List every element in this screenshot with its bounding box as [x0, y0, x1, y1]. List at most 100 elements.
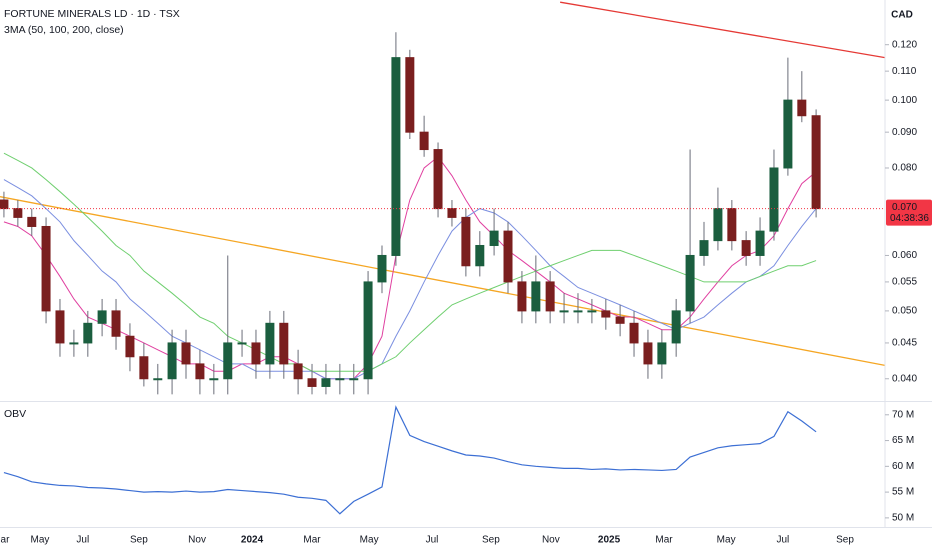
candle-body: [0, 199, 9, 210]
candle-body: [391, 57, 401, 256]
y-tick-label: 0.050: [892, 306, 917, 317]
y-tick-label: 70 M: [892, 409, 914, 420]
candle-body: [475, 244, 485, 267]
candle-body: [209, 378, 219, 381]
candle-body: [265, 322, 275, 365]
candle-body: [727, 208, 737, 242]
x-tick-label: May: [360, 535, 379, 546]
x-tick-label: Jul: [776, 535, 789, 546]
candle-body: [447, 208, 457, 218]
price-pane: [0, 1, 885, 395]
indicator-label: 3MA (50, 100, 200, close): [4, 24, 124, 36]
candle-body: [461, 216, 471, 267]
y-tick-label: 0.100: [892, 95, 917, 106]
obv-line: [3, 405, 817, 515]
candle-body: [741, 240, 751, 256]
candle-body: [55, 310, 65, 344]
x-tick-label: 2024: [241, 535, 264, 546]
moving-average: [3, 152, 817, 372]
y-tick-label: 0.055: [892, 277, 917, 288]
candle-body: [531, 281, 541, 312]
x-tick-label: 2025: [598, 535, 621, 546]
y-tick-label: 0.110: [892, 66, 917, 77]
candle-body: [97, 310, 107, 324]
x-tick-label: Sep: [130, 535, 148, 546]
candle-body: [181, 342, 191, 365]
x-tick-label: Mar: [655, 535, 673, 546]
candle-body: [587, 310, 597, 313]
candle-body: [503, 230, 513, 283]
candle-body: [489, 230, 499, 246]
candle-body: [797, 99, 807, 117]
x-tick-label: Jul: [426, 535, 439, 546]
y-tick-label: 65 M: [892, 435, 914, 446]
candle-body: [545, 281, 555, 312]
obv-title: OBV: [4, 408, 26, 420]
x-tick-label: Sep: [836, 535, 854, 546]
x-tick-label: May: [31, 535, 50, 546]
candle-body: [363, 281, 373, 380]
x-tick-label: ar: [1, 535, 11, 546]
last-price-tag: [886, 199, 932, 226]
axes: [0, 0, 932, 528]
candle-body: [321, 378, 331, 387]
candle-body: [293, 363, 303, 380]
candle-body: [167, 342, 177, 380]
x-tick-label: Nov: [542, 535, 560, 546]
candle-body: [601, 310, 611, 318]
candle-body: [83, 322, 93, 344]
countdown: 04:38:36: [890, 213, 929, 224]
moving-average: [3, 179, 817, 380]
candle-body: [195, 363, 205, 380]
candle-body: [13, 208, 23, 218]
y-tick-label: 0.080: [892, 163, 917, 174]
candle-body: [377, 254, 387, 283]
candle-body: [811, 115, 821, 210]
candle-body: [517, 281, 527, 312]
candle-body: [349, 378, 359, 381]
candle-body: [433, 149, 443, 210]
candle-body: [657, 342, 667, 365]
candle-body: [27, 216, 37, 227]
candle-body: [573, 310, 583, 313]
candle-body: [125, 335, 135, 358]
chart-title: FORTUNE MINERALS LD · 1D · TSX: [4, 8, 180, 20]
x-tick-label: Nov: [188, 535, 206, 546]
candle-body: [139, 356, 149, 380]
candle-body: [755, 230, 765, 256]
candle-body: [335, 378, 345, 381]
y-tick-label: 0.120: [892, 39, 917, 50]
candle-body: [685, 254, 695, 312]
candle-body: [279, 322, 289, 365]
candle-body: [629, 322, 639, 344]
candle-body: [405, 57, 415, 133]
y-tick-label: 50 M: [892, 513, 914, 524]
candle-body: [111, 310, 121, 337]
y-tick-label: 0.090: [892, 127, 917, 138]
x-tick-label: Sep: [482, 535, 500, 546]
y-tick-label: 0.040: [892, 373, 917, 384]
y-tick-label: 0.060: [892, 250, 917, 261]
candle-body: [713, 208, 723, 242]
y-tick-label: 0.045: [892, 338, 917, 349]
currency: CAD: [891, 10, 913, 21]
y-tick-label: 55 M: [892, 487, 914, 498]
candle-body: [153, 378, 163, 381]
last-price-label: 0.070: [892, 202, 917, 213]
candle-body: [223, 342, 233, 380]
obv-pane: [3, 405, 817, 515]
candle-body: [307, 378, 317, 387]
candle-body: [699, 240, 709, 256]
candle-body: [615, 316, 625, 324]
trend-line: [0, 196, 885, 367]
y-tick-label: 60 M: [892, 461, 914, 472]
candle-body: [251, 342, 261, 365]
candle-body: [41, 225, 51, 312]
candle-body: [69, 342, 79, 345]
trend-line: [560, 1, 885, 59]
candle-body: [643, 342, 653, 365]
moving-average: [3, 156, 817, 380]
candle-body: [671, 310, 681, 344]
x-tick-label: Mar: [303, 535, 321, 546]
